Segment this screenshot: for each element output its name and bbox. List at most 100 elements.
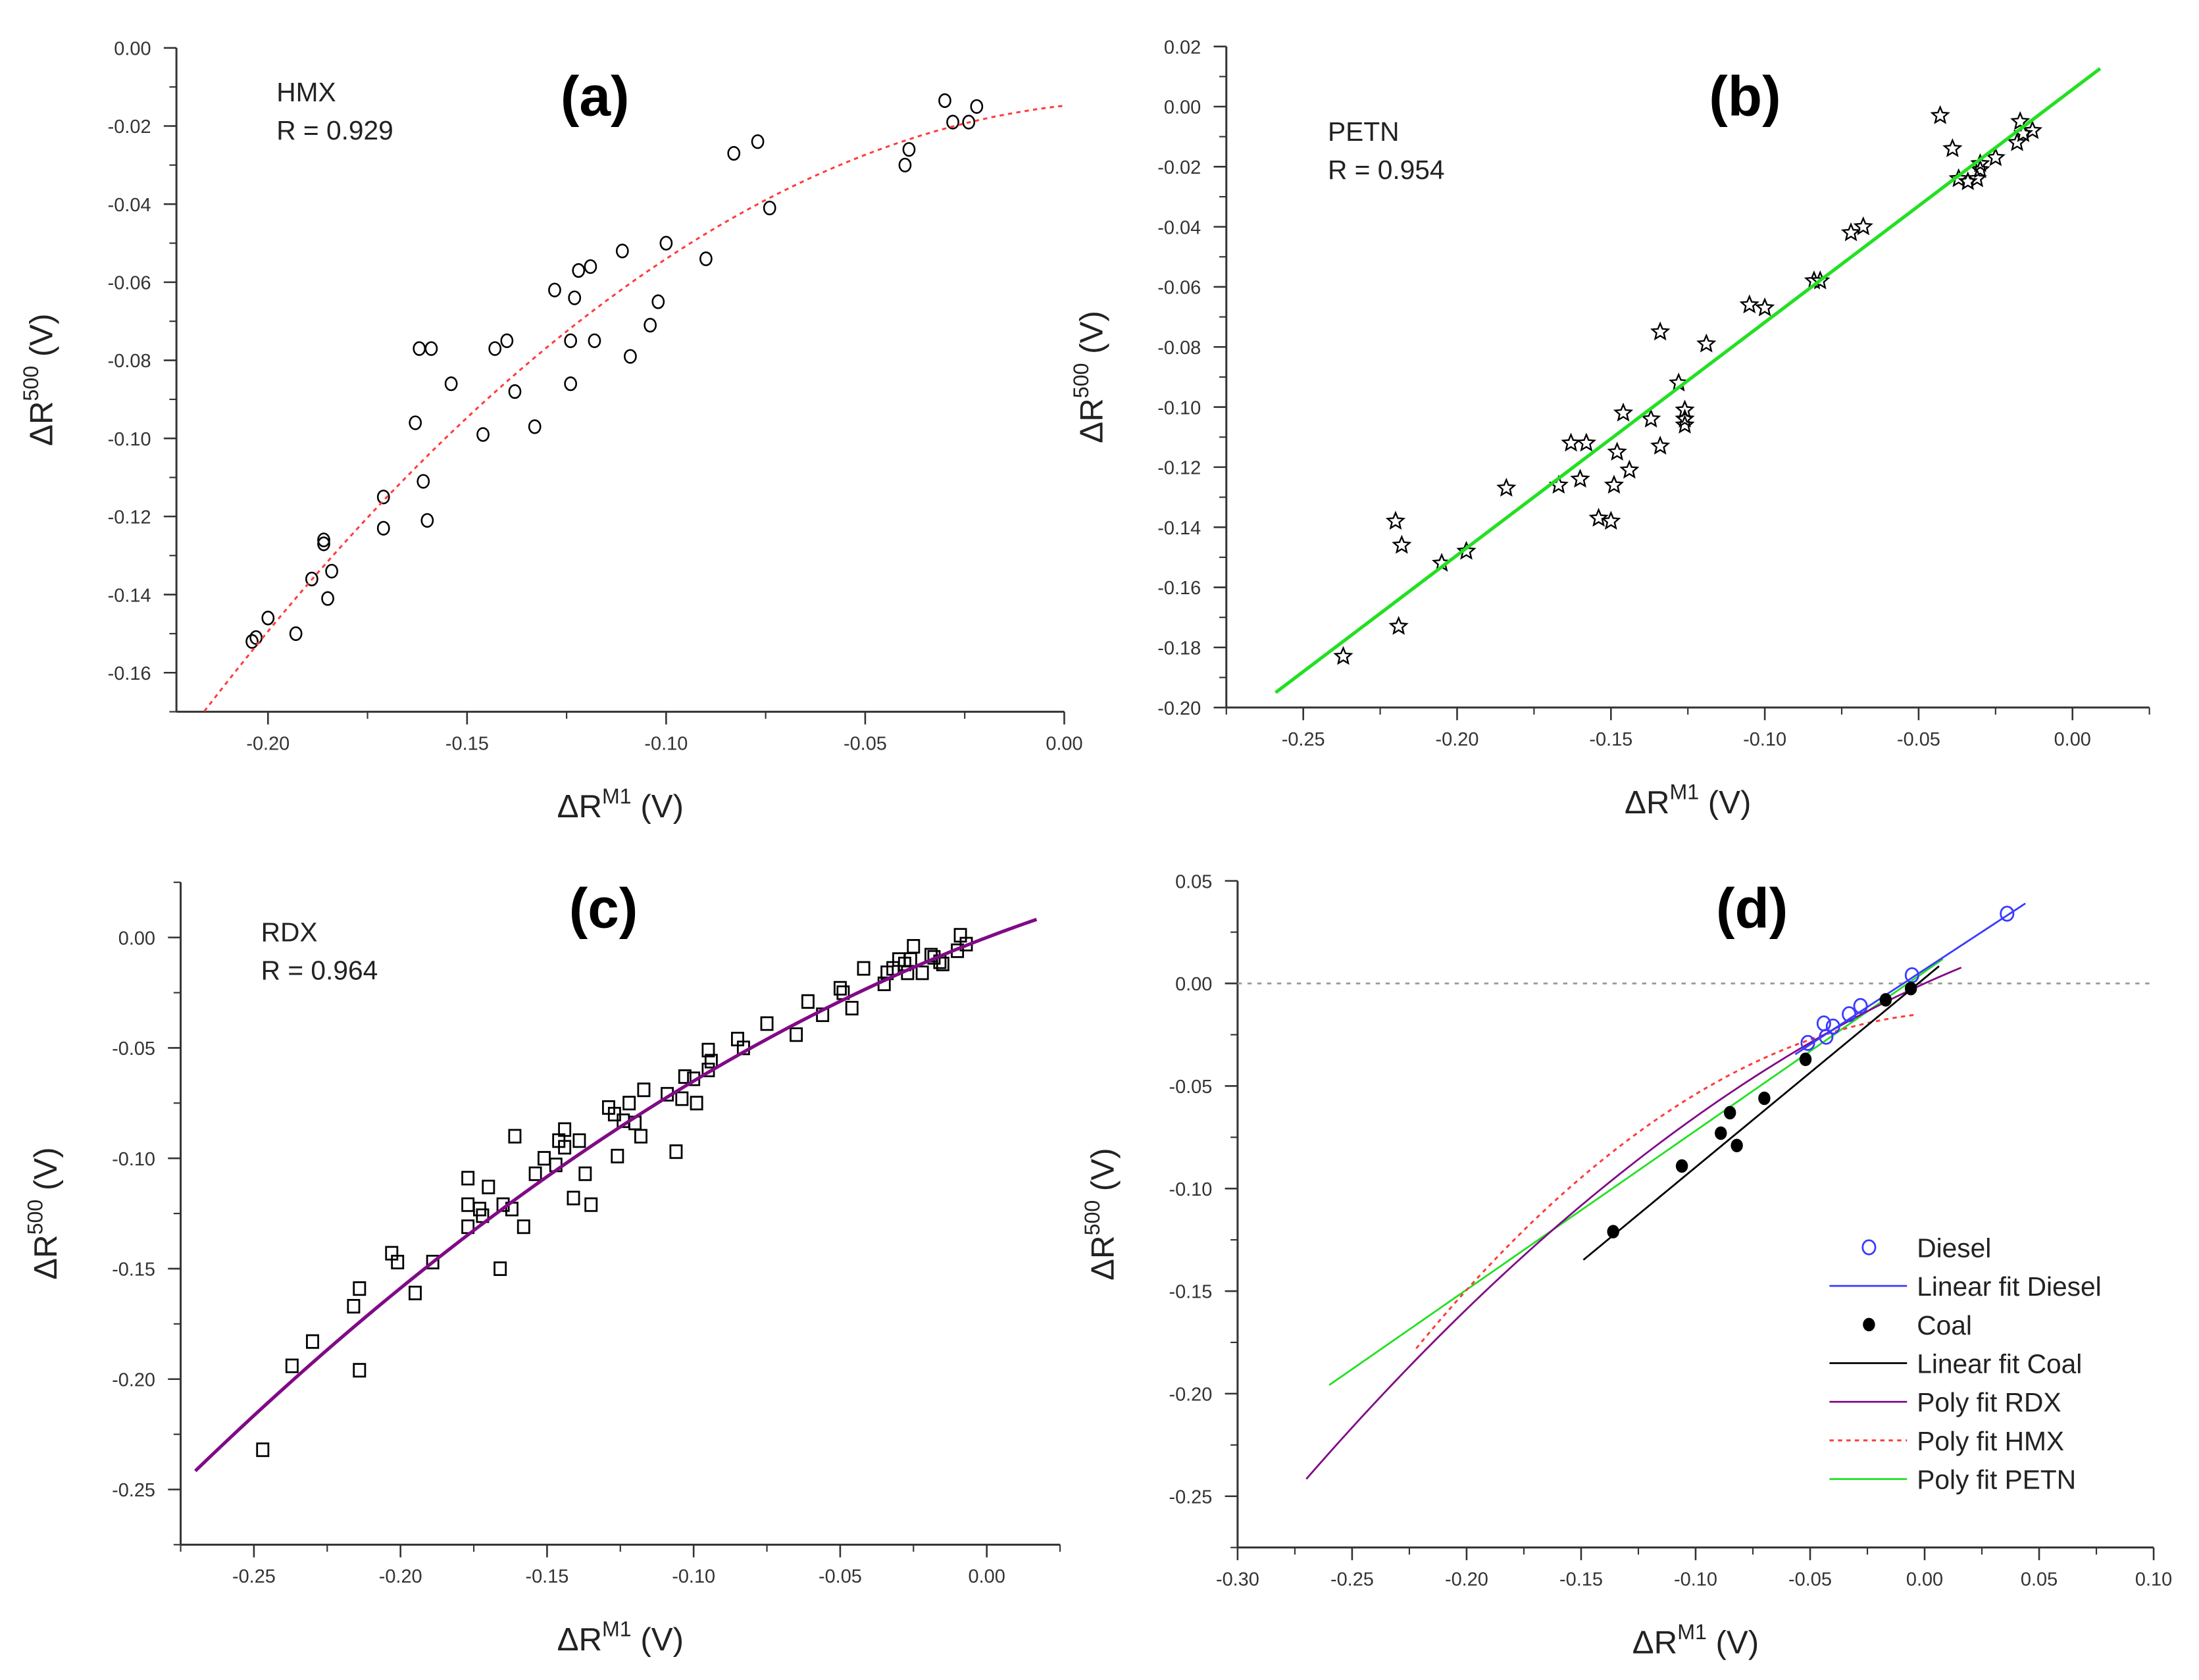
panel-d: -0.30 -0.25 -0.20 -0.15 -0.10 -0.05 0.00 0.05 0.… [1080,871,2172,1660]
x-tick-label: -0.20 [246,733,290,754]
y-axis-title: ΔR500 (V) [24,1147,64,1279]
data-point-6 [317,532,330,547]
x-tick-label: -0.25 [1330,1569,1374,1591]
data-point-12 [1601,511,1621,530]
legend-label: Linear fit Diesel [1917,1271,2101,1302]
data-point-25 [1739,294,1759,314]
data-point-22 [548,282,561,297]
data-point-17 [476,427,490,442]
x-axis-title: ΔRM1 (V) [557,784,684,825]
x-axis-title-sup: M1 [1677,1620,1707,1644]
x-tick-label: -0.15 [1589,729,1632,750]
data-point-8 [408,1285,422,1300]
x-axis-title: ΔRM1 (V) [1625,780,1751,820]
fit-line-poly-fit-rdx [1305,967,1962,1480]
y-tick-label: -0.04 [108,195,151,216]
data-point-47 [704,1054,718,1069]
data-point-0 [1607,1225,1619,1238]
panel-c: -0.25 -0.20 -0.15 -0.10 -0.05 0.00 0.00 -0.05 -0… [24,877,1061,1658]
y-tick-label: -0.20 [1169,1385,1212,1406]
data-point-33 [611,1148,624,1163]
x-axis-title-sup: M1 [602,1617,632,1641]
data-point-35 [622,1096,636,1111]
data-point-19 [1650,321,1671,341]
data-point-15 [420,513,434,528]
y-tick-label: -0.14 [1157,518,1201,539]
data-point-50 [760,1016,774,1031]
x-axis-title: ΔRM1 (V) [1632,1620,1759,1660]
data-point-10 [376,521,390,536]
data-point-21 [528,419,542,434]
x-tick-label: -0.05 [1788,1569,1832,1591]
data-point-13 [424,341,438,356]
fit-line-poly-fit-petn [1275,67,2102,694]
y-tick-label: -0.20 [112,1369,155,1390]
data-point-2 [1715,1126,1727,1140]
data-point-40 [2010,111,2031,130]
y-tick-label: -0.14 [108,585,151,606]
data-point-70 [936,956,949,971]
data-point-3 [1392,534,1412,554]
data-point-1 [1388,615,1409,635]
y-tick-label: -0.15 [112,1260,155,1281]
panel-a: -0.20 -0.15 -0.10 -0.05 0.00 0.00 -0.02 -0.04 -0… [19,39,1082,825]
y-tick-label: -0.10 [108,429,151,450]
data-point-2 [1825,1018,1840,1035]
data-point-29 [578,1166,592,1181]
x-tick-label: -0.20 [1436,729,1479,750]
y-tick-label: -0.05 [112,1038,155,1059]
data-point-21 [528,1166,542,1181]
x-tick-label: -0.05 [819,1566,862,1587]
y-tick-label: -0.10 [1169,1179,1212,1200]
x-tick-label: 0.00 [2054,729,2091,750]
data-point-66 [915,965,929,980]
y-axis-title-sup: 500 [1080,1200,1104,1236]
data-point-21 [1675,399,1695,419]
x-tick-label: 0.00 [969,1566,1005,1587]
y-tick-label: 0.00 [114,39,151,60]
data-point-30 [584,1197,598,1212]
x-tick-label: -0.20 [379,1566,422,1587]
data-point-37 [1970,153,1990,172]
data-point-18 [1650,436,1671,455]
panel-label: (a) [561,65,630,128]
y-tick-label: -0.12 [108,507,151,528]
x-axis-title-unit: (V) [632,788,684,825]
data-point-0 [245,634,259,649]
data-point-5 [353,1363,366,1378]
y-tick-label: -0.02 [108,116,151,138]
legend-item: Poly fit RDX [1829,1387,2061,1417]
legend-item: Linear fit Diesel [1829,1271,2102,1302]
data-point-3 [347,1298,361,1314]
data-point-9 [376,490,390,505]
data-point-37 [634,1129,647,1144]
data-point-36 [1970,159,1990,178]
data-point-34 [1958,171,1978,191]
y-axis-title-sup: 500 [24,1200,47,1235]
correlation-annotation: R = 0.964 [261,955,378,986]
data-point-45 [701,1042,715,1057]
data-point-1 [285,1358,299,1373]
data-point-6 [1853,998,1868,1014]
legend-item: Coal [1863,1310,1972,1340]
data-point-17 [1640,408,1661,428]
y-tick-label: -0.05 [1169,1077,1212,1098]
fit-line-linear-fit-coal [1582,965,1940,1261]
data-point-32 [1942,138,1963,157]
data-point-11 [409,415,422,430]
data-point-42 [962,115,976,130]
y-tick-label: 0.02 [1164,37,1201,58]
data-point-2 [261,611,275,626]
data-point-26 [572,263,586,278]
y-tick-label: 0.00 [1175,974,1212,995]
data-point-27 [567,1190,580,1206]
x-tick-label: -0.10 [672,1566,715,1587]
data-point-29 [1840,222,1861,242]
data-point-20 [508,384,522,399]
data-point-0 [256,1442,270,1458]
data-point-15 [1619,459,1640,479]
fit-line-poly-fit-hmx [1415,1013,1918,1350]
x-tick-label: 0.10 [2135,1569,2172,1591]
data-point-40 [669,1144,683,1159]
